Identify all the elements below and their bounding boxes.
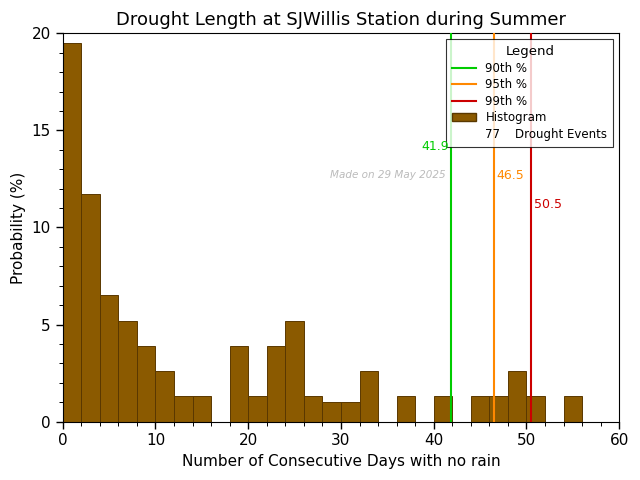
Bar xyxy=(267,346,285,421)
Bar xyxy=(118,321,137,421)
Bar xyxy=(193,396,211,421)
Bar xyxy=(508,371,527,421)
Text: 41.9: 41.9 xyxy=(421,140,449,153)
Bar xyxy=(471,396,490,421)
Bar xyxy=(100,295,118,421)
Bar xyxy=(434,396,452,421)
Title: Drought Length at SJWillis Station during Summer: Drought Length at SJWillis Station durin… xyxy=(116,11,566,29)
Y-axis label: Probability (%): Probability (%) xyxy=(11,171,26,284)
Bar xyxy=(230,346,248,421)
Bar xyxy=(63,43,81,421)
Text: Made on 29 May 2025: Made on 29 May 2025 xyxy=(330,170,445,180)
Bar xyxy=(397,396,415,421)
Bar xyxy=(285,321,304,421)
X-axis label: Number of Consecutive Days with no rain: Number of Consecutive Days with no rain xyxy=(182,454,500,469)
Bar xyxy=(341,402,360,421)
Bar xyxy=(81,194,100,421)
Bar xyxy=(174,396,193,421)
Bar xyxy=(137,346,156,421)
Bar xyxy=(564,396,582,421)
Legend: 90th %, 95th %, 99th %, Histogram, 77    Drought Events: 90th %, 95th %, 99th %, Histogram, 77 Dr… xyxy=(447,39,613,147)
Bar xyxy=(304,396,323,421)
Bar xyxy=(248,396,267,421)
Bar xyxy=(527,396,545,421)
Bar xyxy=(323,402,341,421)
Text: 50.5: 50.5 xyxy=(534,198,562,211)
Bar xyxy=(156,371,174,421)
Text: 46.5: 46.5 xyxy=(497,169,525,182)
Bar xyxy=(360,371,378,421)
Bar xyxy=(490,396,508,421)
